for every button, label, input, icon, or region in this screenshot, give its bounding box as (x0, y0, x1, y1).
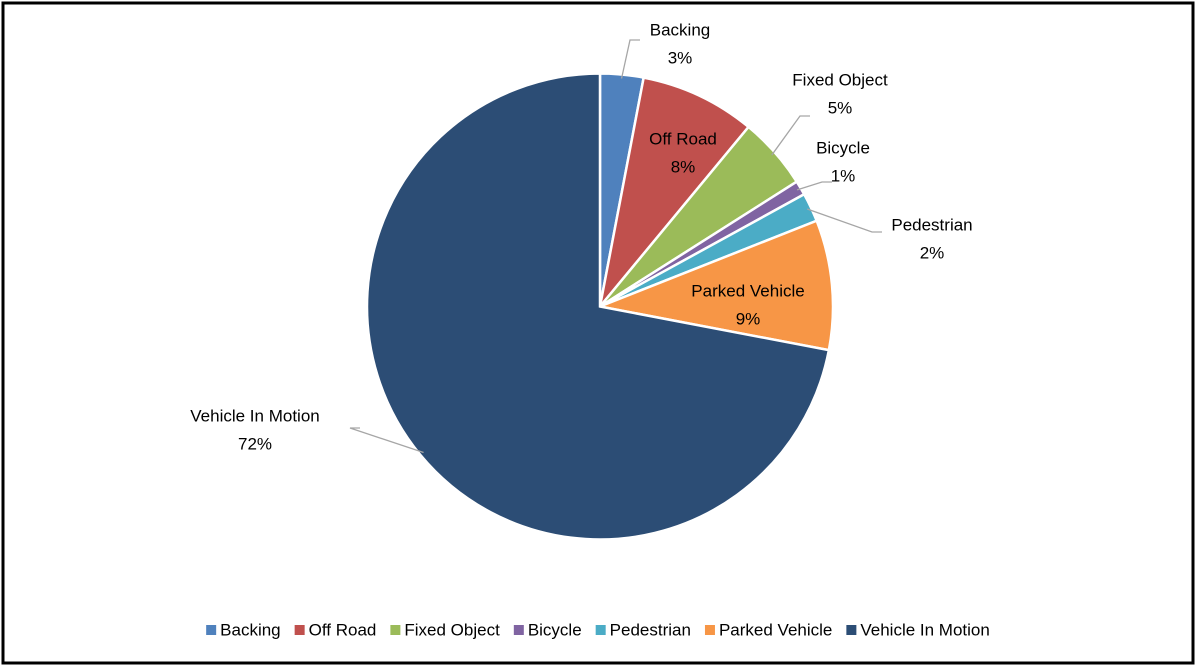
pie-slice (365, 72, 831, 541)
data-label-value: 72% (238, 434, 272, 453)
legend-swatch (206, 625, 217, 635)
data-label-name: Bicycle (816, 138, 870, 157)
legend-swatch (704, 625, 715, 635)
leader-line (806, 208, 882, 233)
pie-slice (598, 76, 751, 308)
leader-line (771, 115, 810, 156)
legend-label: Parked Vehicle (719, 620, 832, 639)
data-label-value: 5% (828, 98, 853, 117)
legend-label: Off Road (309, 620, 377, 639)
data-label-value: 9% (736, 309, 761, 328)
legend-swatch (846, 625, 857, 635)
data-label-name: Backing (650, 20, 710, 39)
legend-label: Backing (220, 620, 280, 639)
leader-line (620, 39, 640, 79)
legend-swatch (390, 625, 401, 635)
legend-swatch (513, 625, 524, 635)
legend-label: Vehicle In Motion (860, 620, 989, 639)
data-label-value: 2% (920, 243, 945, 262)
data-label-name: Pedestrian (891, 215, 972, 234)
data-label-name: Fixed Object (792, 70, 888, 89)
data-label-name: Vehicle In Motion (190, 406, 319, 425)
data-label-value: 1% (831, 166, 856, 185)
legend-swatch (595, 625, 606, 635)
legend-label: Pedestrian (610, 620, 691, 639)
data-label-value: 8% (671, 157, 696, 176)
data-label-value: 3% (668, 48, 693, 67)
leader-line (796, 181, 832, 191)
legend-swatch (294, 625, 305, 635)
pie-slice (595, 219, 835, 352)
legend-label: Fixed Object (404, 620, 500, 639)
data-label-name: Off Road (649, 129, 717, 148)
legend-label: Bicycle (528, 620, 582, 639)
data-label-name: Parked Vehicle (691, 281, 804, 300)
leader-line (349, 427, 424, 454)
